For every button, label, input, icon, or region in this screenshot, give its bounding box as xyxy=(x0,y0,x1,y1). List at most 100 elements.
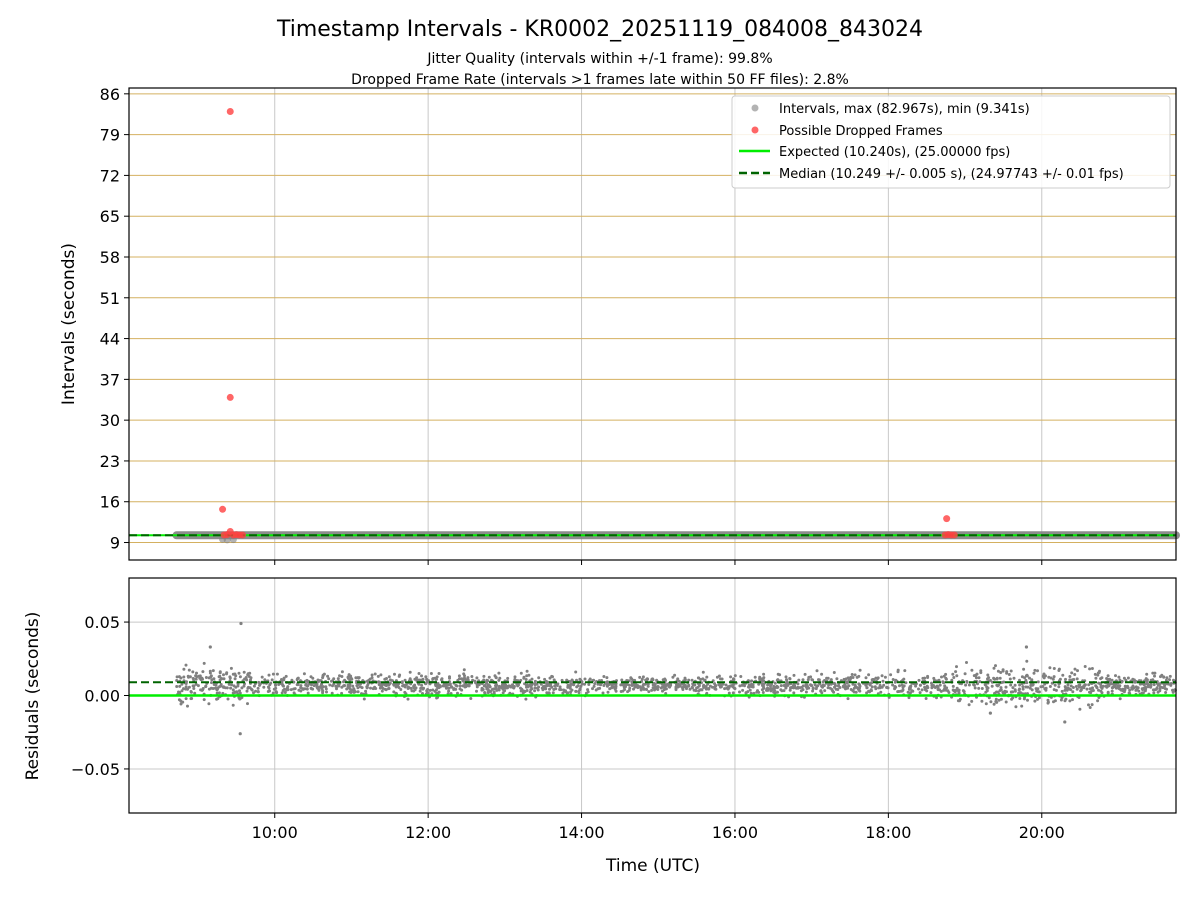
residual-point xyxy=(731,691,735,695)
residual-point xyxy=(512,686,516,690)
residual-point xyxy=(480,688,484,692)
residual-point xyxy=(951,684,955,688)
residual-point xyxy=(283,691,287,694)
residual-point xyxy=(986,673,990,677)
residual-point xyxy=(310,683,313,687)
residual-point xyxy=(996,690,1000,694)
residual-point xyxy=(1018,687,1021,691)
residual-point xyxy=(426,680,430,684)
residual-point xyxy=(733,674,737,678)
residual-point xyxy=(228,676,232,680)
legend: Intervals, max (82.967s), min (9.341s) P… xyxy=(731,95,1171,189)
residual-point xyxy=(418,689,422,693)
residual-point xyxy=(943,684,947,688)
residual-point xyxy=(715,675,719,679)
residual-point xyxy=(820,672,824,676)
residual-point xyxy=(1099,685,1103,689)
residual-point xyxy=(397,674,401,678)
x-tick-label: 14:00 xyxy=(558,823,604,842)
residual-point xyxy=(1120,679,1124,683)
residual-point xyxy=(417,672,421,675)
intervals-y-ticks: 9 16 23 30 37 44 51 58 65 72 79 86 xyxy=(100,85,1043,565)
residual-point xyxy=(1004,700,1008,704)
x-tick-label: 20:00 xyxy=(1019,823,1065,842)
residual-point xyxy=(1028,686,1032,690)
residual-point xyxy=(222,685,225,689)
residual-point xyxy=(792,673,796,677)
residual-point xyxy=(299,689,303,693)
residual-point xyxy=(537,676,541,680)
residual-point xyxy=(974,676,978,680)
residual-point xyxy=(619,690,623,693)
residual-point xyxy=(1126,686,1130,690)
residual-point xyxy=(925,689,929,693)
residual-point xyxy=(630,682,634,686)
residual-point xyxy=(873,685,877,689)
residual-point xyxy=(544,679,548,683)
residual-point xyxy=(882,683,886,687)
residual-point xyxy=(1090,689,1094,693)
residual-point xyxy=(309,686,313,690)
residual-point xyxy=(1134,688,1138,692)
residual-point xyxy=(1151,671,1155,675)
residual-point xyxy=(687,678,691,682)
residual-point xyxy=(924,697,928,700)
residual-point xyxy=(533,679,537,683)
residual-point xyxy=(951,688,955,692)
residual-point xyxy=(305,678,309,682)
residual-point xyxy=(1065,688,1069,692)
residual-point xyxy=(992,702,996,706)
residual-point xyxy=(438,684,442,687)
residual-point xyxy=(673,673,677,677)
residual-point xyxy=(1052,700,1055,704)
residual-point xyxy=(194,674,198,678)
residual-point xyxy=(1009,690,1013,694)
residual-point xyxy=(507,684,511,688)
residual-point xyxy=(914,684,918,688)
residual-point xyxy=(662,688,666,692)
residual-point xyxy=(630,677,634,681)
residual-point xyxy=(1026,685,1030,689)
residual-point xyxy=(639,688,643,692)
residual-point xyxy=(624,685,627,689)
residual-point xyxy=(1130,687,1134,691)
residual-point xyxy=(999,697,1003,701)
residual-point xyxy=(340,685,344,689)
residual-outlier-point xyxy=(239,621,243,626)
residual-point xyxy=(1018,683,1022,687)
residual-point xyxy=(820,684,824,688)
residual-point xyxy=(233,677,237,681)
residual-point xyxy=(548,687,551,691)
x-axis-label: Time (UTC) xyxy=(605,856,700,876)
residual-point xyxy=(788,688,792,692)
residual-point xyxy=(198,674,202,678)
residual-point xyxy=(1009,669,1013,673)
residual-point xyxy=(514,678,518,682)
residual-point xyxy=(506,676,510,680)
residual-point xyxy=(394,685,398,689)
residual-point xyxy=(215,697,219,701)
residual-point xyxy=(688,687,692,691)
residual-point xyxy=(402,683,406,687)
residual-point xyxy=(602,684,606,687)
residual-point xyxy=(270,678,274,682)
residual-point xyxy=(192,687,196,690)
residual-point xyxy=(1044,688,1048,692)
residual-point xyxy=(454,683,458,687)
residual-point xyxy=(433,676,437,680)
residual-point xyxy=(776,690,779,694)
residual-point xyxy=(281,689,285,692)
residual-point xyxy=(620,683,624,687)
residual-point xyxy=(187,668,191,672)
residual-point xyxy=(1057,685,1061,689)
residual-point xyxy=(1156,690,1160,694)
residual-point xyxy=(1048,666,1052,670)
residual-point xyxy=(231,691,235,695)
residual-outlier-point xyxy=(238,732,242,736)
residual-point xyxy=(984,702,988,706)
residual-point xyxy=(720,677,724,681)
residual-point xyxy=(280,678,283,681)
residual-point xyxy=(362,697,366,701)
residual-point xyxy=(967,683,971,687)
residual-point xyxy=(470,675,474,678)
